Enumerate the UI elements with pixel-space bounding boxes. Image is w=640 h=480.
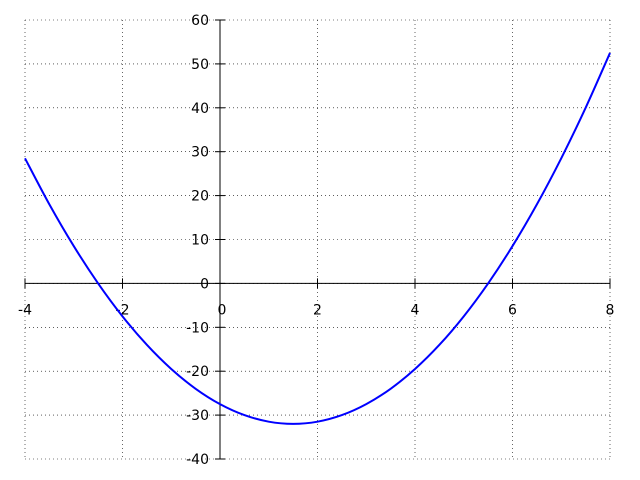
y-tick-label: 60	[191, 13, 209, 29]
y-tick-label: 20	[191, 189, 209, 205]
x-tick-label: 2	[313, 302, 322, 318]
grid	[24, 19, 611, 460]
series	[24, 52, 611, 425]
x-tick-label: 0	[218, 302, 227, 318]
x-tick-label: -2	[116, 302, 130, 318]
y-tick-label: -20	[186, 364, 209, 380]
x-tick-label: -4	[18, 302, 32, 318]
x-tick-label: 6	[508, 302, 517, 318]
y-tick-label: 50	[191, 57, 209, 73]
y-tick-label: -40	[186, 452, 209, 468]
y-tick-label: 30	[191, 145, 209, 161]
x-tick-label: 4	[411, 302, 420, 318]
y-tick-label: 10	[191, 233, 209, 249]
y-tick-label: -10	[186, 320, 209, 336]
y-tick-label: -30	[186, 408, 209, 424]
x-tick-label: 8	[606, 302, 615, 318]
y-tick-label: 0	[200, 276, 209, 292]
y-tick-label: 40	[191, 101, 209, 117]
series-line	[24, 52, 611, 425]
